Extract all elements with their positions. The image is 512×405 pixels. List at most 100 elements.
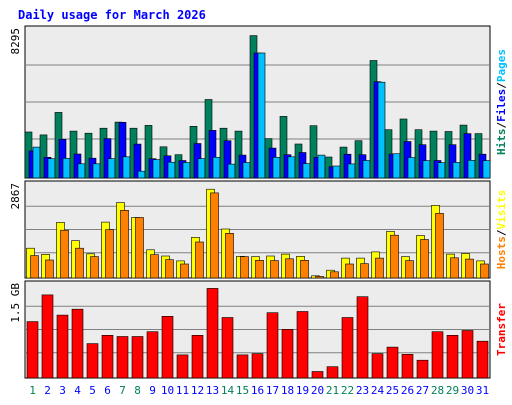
x-tick-label-day-9: 9 bbox=[149, 384, 156, 397]
x-tick-label-day-27: 27 bbox=[416, 384, 429, 397]
bar-hits-day-18 bbox=[279, 116, 288, 179]
bar-hosts-day-1 bbox=[30, 255, 39, 279]
bar-files-day-30 bbox=[463, 133, 472, 179]
x-tick-label-day-23: 23 bbox=[356, 384, 369, 397]
x-tick-label-day-1: 1 bbox=[29, 384, 36, 397]
axis-label-part: / bbox=[495, 122, 508, 129]
bar-transfer-day-3 bbox=[56, 314, 69, 379]
bar-hosts-day-24 bbox=[375, 257, 384, 279]
bar-hosts-day-19 bbox=[300, 259, 309, 279]
x-tick-label-day-8: 8 bbox=[134, 384, 141, 397]
bar-hosts-day-4 bbox=[75, 247, 84, 279]
bar-pages-day-10 bbox=[167, 161, 176, 179]
x-tick-label-day-3: 3 bbox=[59, 384, 66, 397]
x-axis-day-labels: 1 2 3 4 5 6 7 8 9 10 11 12 13 14 15 16 17 18 19 20 21 22 23 24 2… bbox=[29, 384, 489, 397]
bar-hosts-day-15 bbox=[240, 256, 249, 279]
bar-hosts-day-22 bbox=[345, 263, 354, 279]
x-tick-label-day-5: 5 bbox=[89, 384, 96, 397]
x-tick-label-day-24: 24 bbox=[371, 384, 385, 397]
bar-transfer-day-28 bbox=[431, 331, 444, 379]
bar-transfer-day-22 bbox=[341, 317, 354, 379]
bar-pages-day-14 bbox=[227, 163, 236, 179]
bar-pages-day-26 bbox=[407, 157, 416, 179]
x-tick-label-day-29: 29 bbox=[446, 384, 459, 397]
x-tick-label-day-4: 4 bbox=[74, 384, 81, 397]
bar-hosts-day-28 bbox=[435, 213, 444, 279]
bar-hosts-day-11 bbox=[180, 263, 189, 279]
x-tick-label-day-19: 19 bbox=[296, 384, 309, 397]
bar-transfer-day-2 bbox=[41, 294, 54, 379]
y-max-label: 1.5 GB bbox=[9, 283, 22, 323]
bar-pages-day-4 bbox=[77, 163, 86, 179]
bar-transfer-day-15 bbox=[236, 354, 249, 379]
bar-transfer-day-27 bbox=[416, 359, 429, 379]
bar-transfer-day-1 bbox=[26, 321, 39, 379]
bar-hosts-day-16 bbox=[255, 259, 264, 279]
bar-pages-day-13 bbox=[212, 157, 221, 179]
bar-pages-day-5 bbox=[92, 163, 101, 179]
x-tick-label-day-26: 26 bbox=[401, 384, 414, 397]
axis-label-part: Transfer bbox=[495, 303, 508, 356]
bar-hosts-day-12 bbox=[195, 241, 204, 279]
bar-hosts-day-25 bbox=[390, 234, 399, 279]
bar-pages-day-17 bbox=[272, 157, 281, 179]
bar-pages-day-19 bbox=[302, 163, 311, 179]
bar-hosts-day-21 bbox=[330, 271, 339, 279]
bar-pages-day-9 bbox=[152, 159, 161, 179]
bar-transfer-day-30 bbox=[461, 330, 474, 379]
bar-transfer-day-10 bbox=[161, 315, 174, 379]
bar-files-day-6 bbox=[103, 138, 112, 179]
bar-hits-day-2 bbox=[39, 134, 48, 179]
bar-hits-day-28 bbox=[429, 130, 438, 179]
bar-hosts-day-26 bbox=[405, 260, 414, 279]
bar-hosts-day-31 bbox=[480, 263, 489, 279]
bar-hosts-day-13 bbox=[210, 192, 219, 279]
bar-transfer-day-31 bbox=[476, 340, 489, 379]
x-tick-label-day-17: 17 bbox=[266, 384, 279, 397]
bar-pages-day-27 bbox=[422, 160, 431, 179]
x-tick-label-day-2: 2 bbox=[44, 384, 51, 397]
bar-files-day-29 bbox=[448, 144, 457, 179]
bar-hosts-day-10 bbox=[165, 259, 174, 279]
bar-pages-day-30 bbox=[467, 160, 476, 179]
bar-pages-day-12 bbox=[197, 158, 206, 179]
bar-transfer-day-9 bbox=[146, 331, 159, 379]
bar-transfer-day-26 bbox=[401, 353, 414, 379]
bar-pages-day-31 bbox=[482, 160, 491, 179]
bar-pages-day-23 bbox=[362, 160, 371, 179]
bar-files-day-14 bbox=[223, 140, 232, 179]
bar-transfer-day-5 bbox=[86, 343, 99, 379]
bar-pages-day-24 bbox=[377, 81, 386, 179]
bar-transfer-day-14 bbox=[221, 317, 234, 379]
bar-hits-day-5 bbox=[84, 132, 93, 179]
bar-files-day-13 bbox=[208, 130, 217, 179]
bar-hosts-day-2 bbox=[45, 259, 54, 279]
bar-hosts-day-5 bbox=[90, 256, 99, 279]
bar-pages-day-11 bbox=[182, 162, 191, 179]
bar-transfer-day-13 bbox=[206, 288, 219, 379]
bar-hosts-day-6 bbox=[105, 229, 114, 279]
x-tick-label-day-30: 30 bbox=[461, 384, 474, 397]
x-tick-label-day-6: 6 bbox=[104, 384, 111, 397]
x-tick-label-day-15: 15 bbox=[236, 384, 249, 397]
bar-pages-day-29 bbox=[452, 162, 461, 179]
axis-label-part: Pages bbox=[495, 49, 508, 82]
bar-transfer-day-25 bbox=[386, 346, 399, 379]
bar-hits-day-9 bbox=[144, 125, 153, 179]
y-max-label: 8295 bbox=[9, 28, 22, 55]
bar-hosts-day-30 bbox=[465, 258, 474, 279]
bar-hosts-day-20 bbox=[315, 276, 324, 279]
series-axis-label: Transfer bbox=[495, 303, 508, 356]
bar-files-day-8 bbox=[133, 143, 142, 179]
bar-pages-day-8 bbox=[137, 170, 146, 179]
y-max-label: 2867 bbox=[9, 183, 22, 210]
x-tick-label-day-22: 22 bbox=[341, 384, 354, 397]
bar-hosts-day-27 bbox=[420, 239, 429, 279]
x-tick-label-day-7: 7 bbox=[119, 384, 126, 397]
bar-pages-day-18 bbox=[287, 156, 296, 179]
axis-label-part: Visits bbox=[495, 190, 508, 230]
x-tick-label-day-20: 20 bbox=[311, 384, 324, 397]
x-tick-label-day-21: 21 bbox=[326, 384, 339, 397]
x-tick-label-day-13: 13 bbox=[206, 384, 219, 397]
